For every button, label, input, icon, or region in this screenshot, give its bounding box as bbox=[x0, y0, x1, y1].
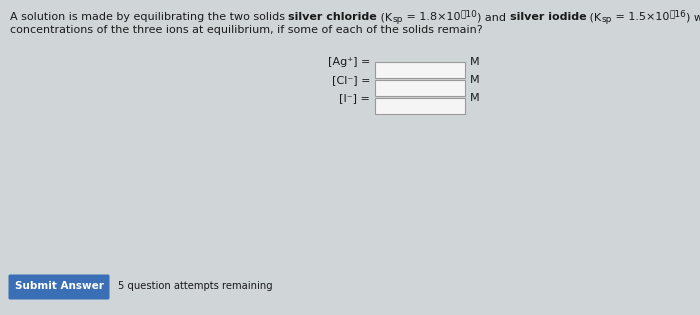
FancyBboxPatch shape bbox=[375, 98, 465, 114]
Text: = 1.5×10: = 1.5×10 bbox=[612, 12, 669, 22]
Text: A solution is made by equilibrating the two solids: A solution is made by equilibrating the … bbox=[10, 12, 288, 22]
Text: sp: sp bbox=[393, 15, 402, 25]
Text: M: M bbox=[470, 57, 480, 67]
Text: silver chloride: silver chloride bbox=[288, 12, 377, 22]
Text: Submit Answer: Submit Answer bbox=[15, 281, 104, 291]
FancyBboxPatch shape bbox=[375, 80, 465, 96]
Text: ) and: ) and bbox=[477, 12, 510, 22]
Text: (K: (K bbox=[587, 12, 601, 22]
Text: [Ag⁺] =: [Ag⁺] = bbox=[328, 57, 370, 67]
Text: 5 question attempts remaining: 5 question attempts remaining bbox=[118, 281, 272, 291]
Text: [I⁻] =: [I⁻] = bbox=[339, 93, 370, 103]
Text: = 1.8×10: = 1.8×10 bbox=[402, 12, 461, 22]
Text: ⁲10: ⁲10 bbox=[461, 9, 477, 19]
Text: [Cl⁻] =: [Cl⁻] = bbox=[332, 75, 370, 85]
Text: ) with water. What are the: ) with water. What are the bbox=[686, 12, 700, 22]
FancyBboxPatch shape bbox=[8, 274, 109, 300]
Text: M: M bbox=[470, 75, 480, 85]
Text: ⁲16: ⁲16 bbox=[669, 9, 686, 19]
FancyBboxPatch shape bbox=[375, 62, 465, 78]
Text: sp: sp bbox=[601, 15, 612, 25]
Text: (K: (K bbox=[377, 12, 393, 22]
Text: silver iodide: silver iodide bbox=[510, 12, 587, 22]
Text: concentrations of the three ions at equilibrium, if some of each of the solids r: concentrations of the three ions at equi… bbox=[10, 25, 482, 35]
Text: M: M bbox=[470, 93, 480, 103]
